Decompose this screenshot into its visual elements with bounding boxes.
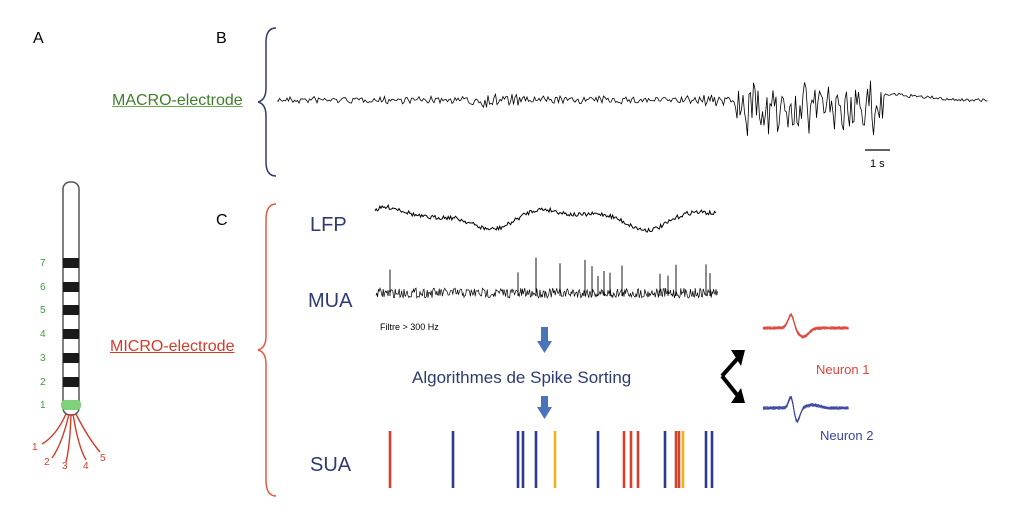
micro-wire — [65, 413, 72, 463]
macro-eeg-trace — [277, 80, 988, 136]
sua-label: SUA — [310, 454, 352, 476]
contact-number-3: 3 — [40, 353, 46, 364]
contact-number-2: 2 — [40, 377, 46, 388]
micro-wire — [72, 413, 87, 461]
down-arrow-1 — [537, 327, 552, 353]
contact-number-7: 7 — [40, 258, 46, 269]
spike-sorting-label: Algorithmes de Spike Sorting — [412, 368, 632, 387]
wire-number-2: 2 — [44, 457, 50, 468]
mua-label: MUA — [308, 290, 353, 312]
electrode-diagram — [41, 181, 101, 463]
wire-number-3: 3 — [62, 461, 68, 472]
classification-arrows — [720, 350, 745, 403]
electrode-contact — [63, 377, 79, 387]
lfp-label: LFP — [310, 214, 347, 236]
active-contact — [61, 400, 81, 410]
electrode-contact — [63, 258, 79, 268]
scale-bar-label: 1 s — [870, 158, 885, 170]
mua-trace — [375, 257, 718, 299]
contact-number-4: 4 — [40, 329, 46, 340]
macro-electrode-label: MACRO-electrode — [112, 92, 243, 109]
neuron-1-waveform — [762, 312, 849, 340]
panel-label-a: A — [33, 30, 44, 47]
down-arrow-2 — [537, 396, 552, 419]
contact-number-5: 5 — [40, 305, 46, 316]
neuron-1-label: Neuron 1 — [816, 362, 870, 377]
contact-number-6: 6 — [40, 282, 46, 293]
electrode-contact — [63, 353, 79, 363]
micro-wire — [75, 413, 101, 453]
macro-brace — [257, 27, 277, 177]
electrode-contact — [63, 282, 79, 292]
contact-number-1: 1 — [40, 400, 46, 411]
panel-label-b: B — [216, 30, 227, 47]
neuron-2-waveform — [762, 395, 849, 424]
wire-number-5: 5 — [100, 453, 106, 464]
electrode-contact — [63, 305, 79, 315]
micro-brace — [257, 203, 277, 497]
electrode-contact — [63, 329, 79, 339]
panel-label-c: C — [216, 212, 228, 229]
filter-note: Filtre > 300 Hz — [380, 322, 439, 332]
sua-spike-raster — [388, 431, 714, 488]
micro-electrode-label: MICRO-electrode — [110, 338, 235, 355]
lfp-trace — [374, 203, 717, 233]
micro-wire — [41, 413, 67, 445]
wire-number-4: 4 — [83, 461, 89, 472]
micro-wire — [51, 413, 70, 459]
wire-number-1: 1 — [32, 442, 38, 453]
neuron-2-label: Neuron 2 — [820, 428, 874, 443]
